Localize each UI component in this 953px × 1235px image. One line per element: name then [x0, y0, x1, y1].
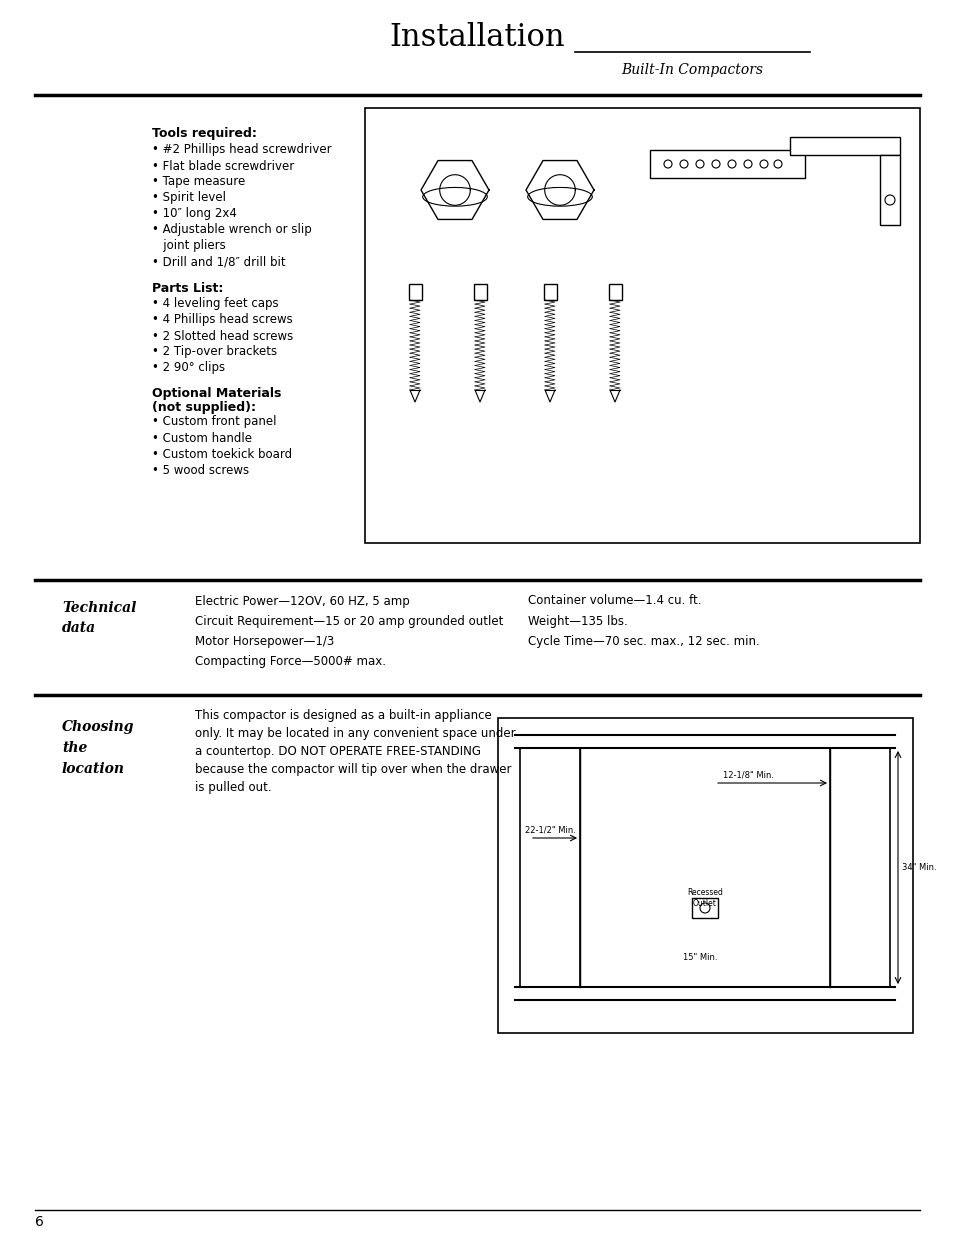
Text: Compacting Force—5000# max.: Compacting Force—5000# max.: [194, 655, 386, 667]
Text: 34" Min.: 34" Min.: [901, 862, 936, 872]
Text: • #2 Phillips head screwdriver: • #2 Phillips head screwdriver: [152, 143, 332, 157]
Text: • Spirit level: • Spirit level: [152, 191, 226, 205]
Text: Built-In Compactors: Built-In Compactors: [620, 63, 762, 77]
Text: 12-1/8" Min.: 12-1/8" Min.: [722, 771, 773, 779]
Text: • Custom toekick board: • Custom toekick board: [152, 447, 292, 461]
Text: is pulled out.: is pulled out.: [194, 781, 272, 794]
Text: joint pliers: joint pliers: [152, 240, 226, 252]
Text: • Drill and 1/8″ drill bit: • Drill and 1/8″ drill bit: [152, 256, 285, 268]
Text: • 5 wood screws: • 5 wood screws: [152, 463, 249, 477]
Bar: [497, 718, 912, 1032]
Circle shape: [884, 195, 894, 205]
Circle shape: [663, 161, 671, 168]
Text: Technical
data: Technical data: [62, 600, 136, 635]
Text: 6: 6: [35, 1215, 44, 1229]
Text: Electric Power—12OV, 60 HZ, 5 amp: Electric Power—12OV, 60 HZ, 5 amp: [194, 594, 410, 608]
Bar: [474, 284, 486, 300]
Text: • 2 90° clips: • 2 90° clips: [152, 362, 225, 374]
Text: Motor Horsepower—1/3: Motor Horsepower—1/3: [194, 635, 334, 647]
Bar: [879, 156, 899, 225]
Text: because the compactor will tip over when the drawer: because the compactor will tip over when…: [194, 762, 511, 776]
Text: only. It may be located in any convenient space under: only. It may be located in any convenien…: [194, 726, 515, 740]
Bar: [649, 149, 804, 178]
Text: • Custom front panel: • Custom front panel: [152, 415, 276, 429]
Text: • Custom handle: • Custom handle: [152, 431, 252, 445]
Text: This compactor is designed as a built-in appliance: This compactor is designed as a built-in…: [194, 709, 491, 721]
Text: Weight—135 lbs.: Weight—135 lbs.: [527, 615, 627, 627]
Text: 15" Min.: 15" Min.: [682, 952, 717, 962]
Text: • 10″ long 2x4: • 10″ long 2x4: [152, 207, 236, 221]
Text: • 2 Slotted head screws: • 2 Slotted head screws: [152, 330, 293, 342]
Text: Circuit Requirement—15 or 20 amp grounded outlet: Circuit Requirement—15 or 20 amp grounde…: [194, 615, 503, 627]
Circle shape: [696, 161, 703, 168]
Text: Tools required:: Tools required:: [152, 127, 256, 141]
Bar: [409, 284, 421, 300]
Bar: [691, 898, 718, 918]
Circle shape: [711, 161, 720, 168]
Text: 22-1/2" Min.: 22-1/2" Min.: [524, 825, 576, 835]
Circle shape: [700, 903, 709, 913]
Text: Recessed
Outlet: Recessed Outlet: [686, 888, 722, 908]
Text: • Adjustable wrench or slip: • Adjustable wrench or slip: [152, 224, 312, 236]
Text: • Tape measure: • Tape measure: [152, 175, 245, 189]
Text: Optional Materials: Optional Materials: [152, 388, 281, 400]
Text: a countertop. DO NOT OPERATE FREE-STANDING: a countertop. DO NOT OPERATE FREE-STANDI…: [194, 745, 480, 757]
Text: Choosing
the
location: Choosing the location: [62, 720, 134, 776]
Text: Parts List:: Parts List:: [152, 282, 223, 294]
Text: Container volume—1.4 cu. ft.: Container volume—1.4 cu. ft.: [527, 594, 700, 608]
Text: Installation: Installation: [389, 22, 564, 53]
Circle shape: [743, 161, 751, 168]
Circle shape: [773, 161, 781, 168]
Text: • 4 Phillips head screws: • 4 Phillips head screws: [152, 314, 293, 326]
Text: • 4 leveling feet caps: • 4 leveling feet caps: [152, 298, 278, 310]
Text: • Flat blade screwdriver: • Flat blade screwdriver: [152, 159, 294, 173]
Text: • 2 Tip-over brackets: • 2 Tip-over brackets: [152, 346, 276, 358]
Circle shape: [760, 161, 767, 168]
Circle shape: [679, 161, 687, 168]
Bar: [543, 284, 557, 300]
Bar: [365, 107, 919, 543]
Bar: [789, 137, 899, 156]
Text: (not supplied):: (not supplied):: [152, 401, 255, 415]
Text: Cycle Time—70 sec. max., 12 sec. min.: Cycle Time—70 sec. max., 12 sec. min.: [527, 635, 759, 647]
Bar: [608, 284, 621, 300]
Circle shape: [727, 161, 735, 168]
